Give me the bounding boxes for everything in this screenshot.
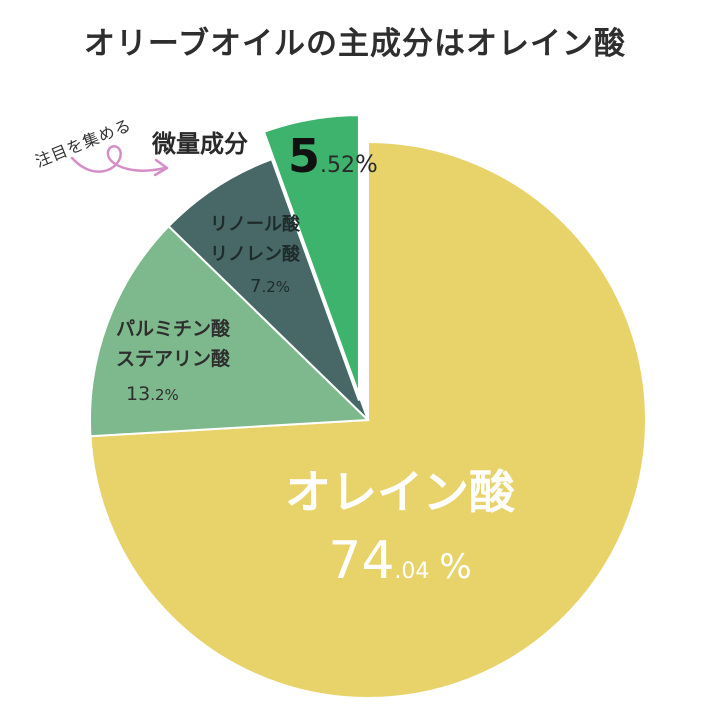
label-linoleic-line2: リノレン酸 (210, 243, 301, 265)
value-palmitic-stearic: 13.2% (126, 383, 179, 405)
label-linoleic-line1: リノール酸 (210, 213, 301, 235)
label-palmitic-stearic-line2: ステアリン酸 (116, 347, 231, 370)
callout-arrow-icon (70, 145, 167, 173)
slice-linoleic-linolenic-acid (167, 157, 369, 421)
slice-palmitic-stearic-acid (89, 224, 371, 438)
label-oleic-acid: オレイン酸 (285, 465, 516, 519)
chart-title: オリーブオイルの主成分はオレイン酸 (83, 26, 627, 62)
label-trace-components: 微量成分 (151, 130, 248, 158)
value-linoleic: 7.2% (250, 276, 290, 297)
label-palmitic-stearic-line1: パルミチン酸 (116, 317, 231, 340)
slice-trace-components (260, 112, 362, 401)
value-oleic-acid: 74.04% (328, 531, 471, 591)
arrowhead-icon (153, 158, 169, 177)
value-trace-components: 5.52% (288, 129, 378, 183)
